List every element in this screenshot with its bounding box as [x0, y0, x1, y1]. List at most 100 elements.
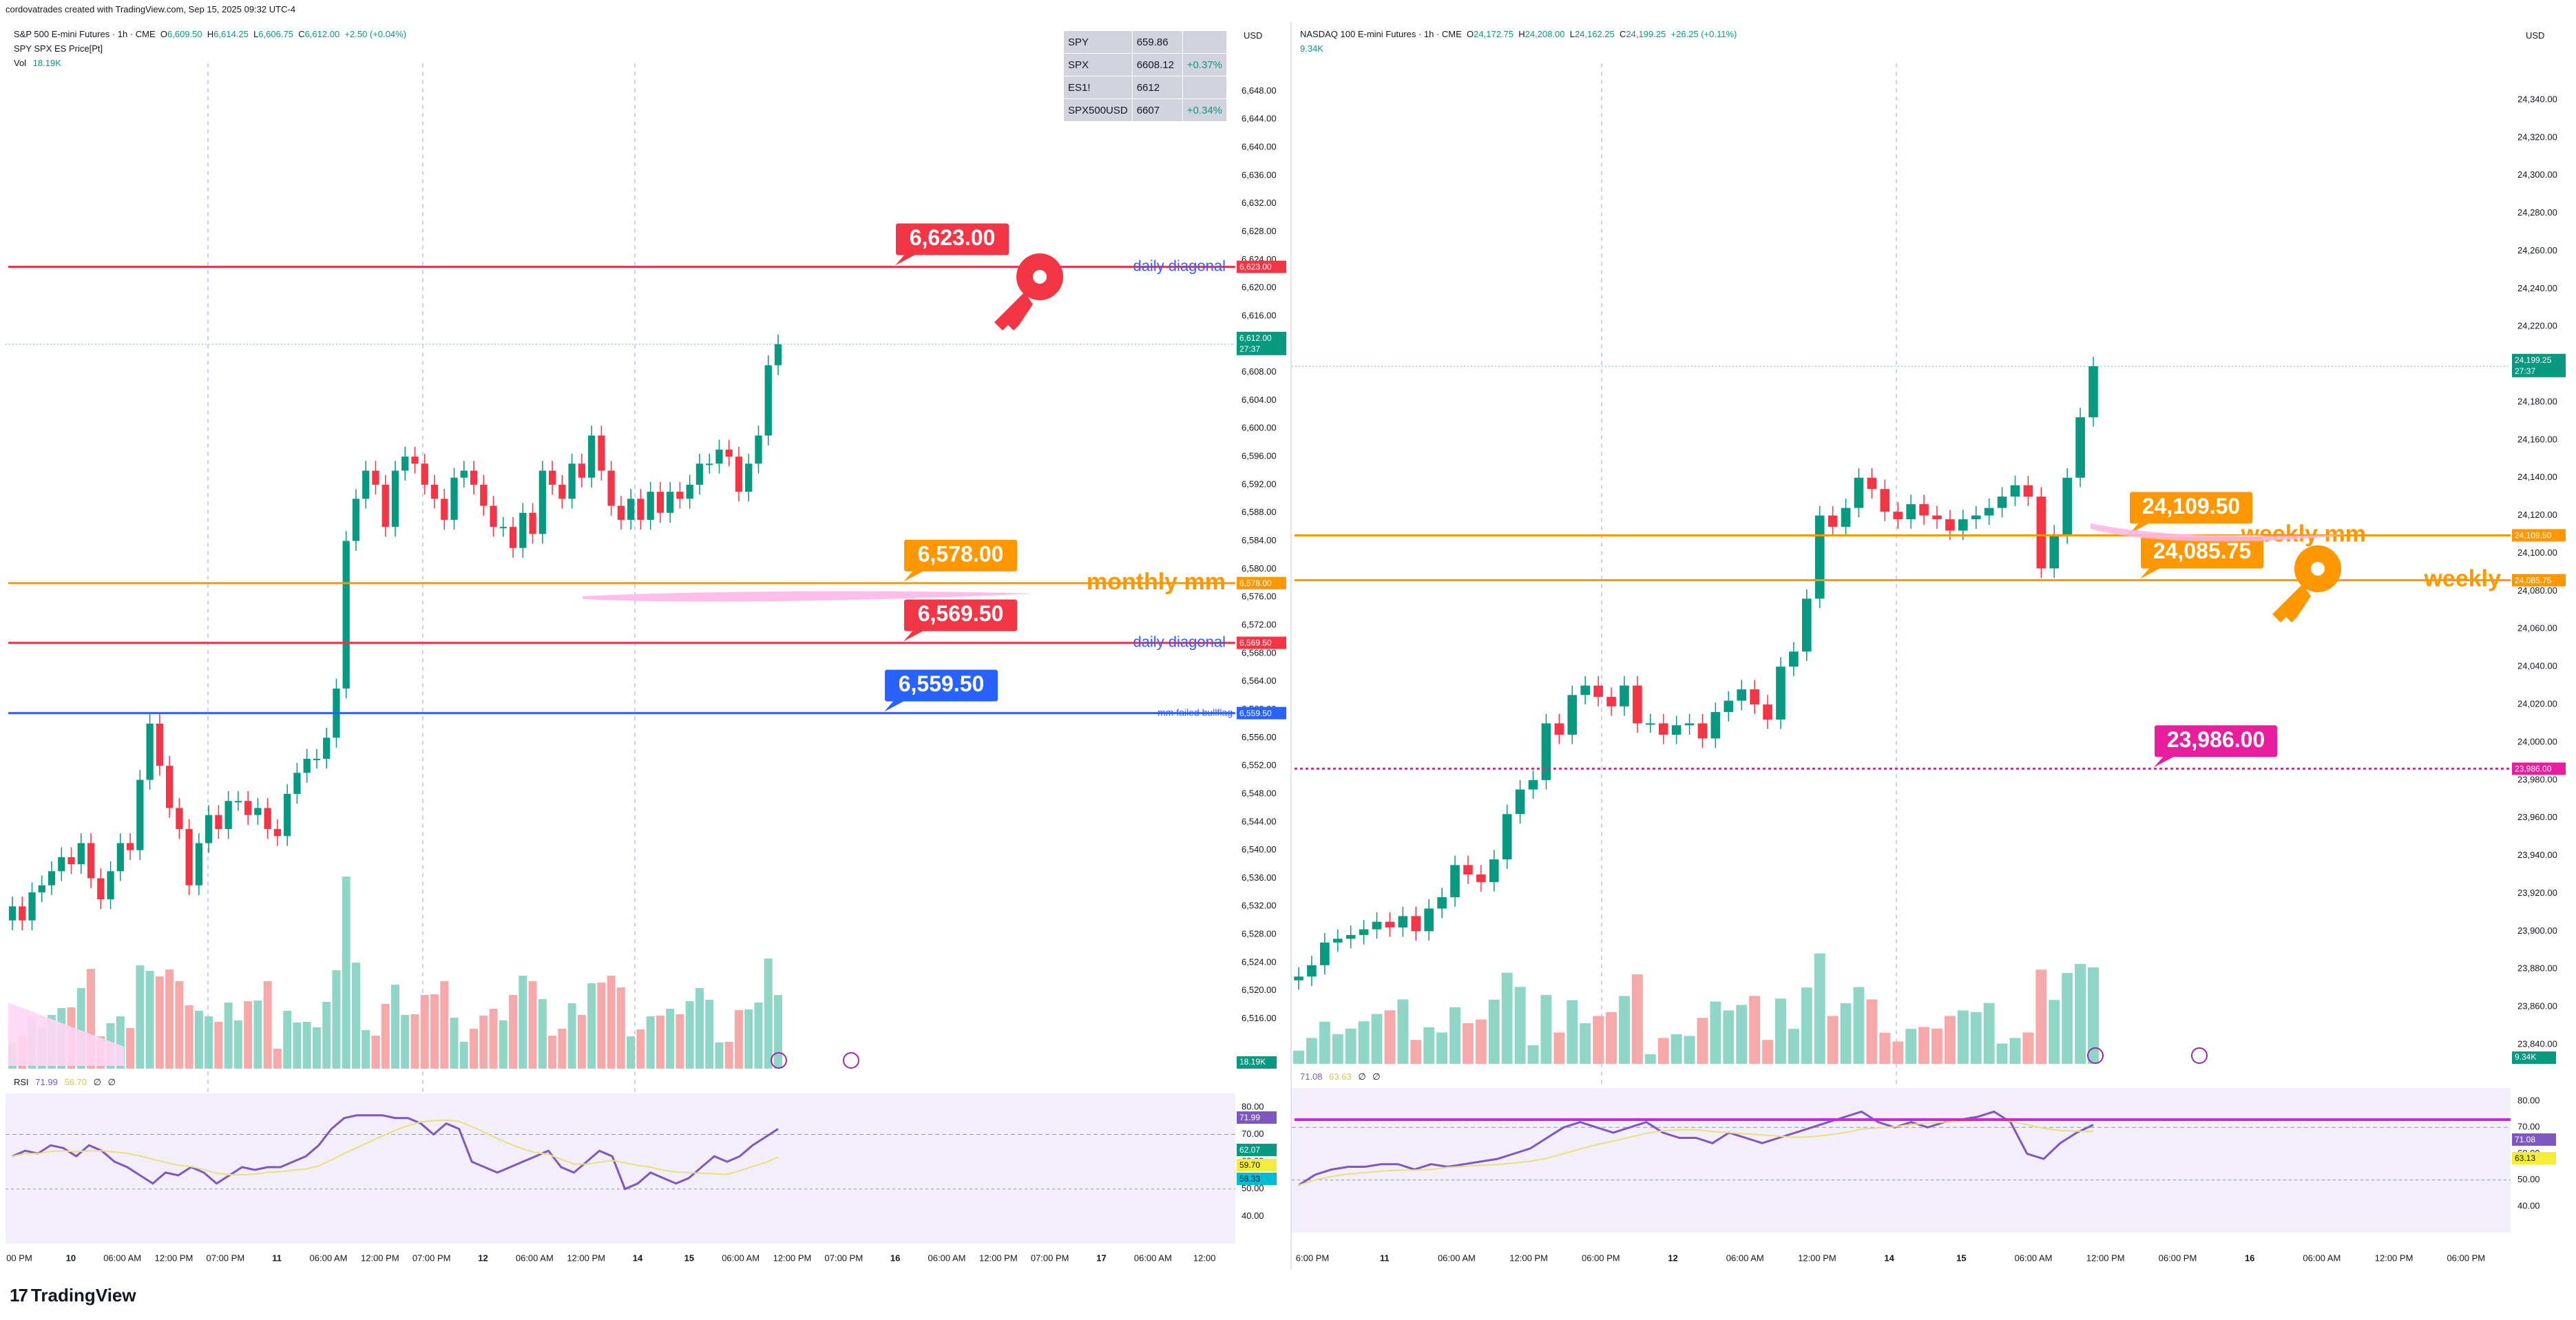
- price-axis-tick-label: 24,340.00: [2517, 94, 2557, 104]
- candle-body: [401, 457, 409, 471]
- left-c-label: C: [298, 29, 305, 39]
- time-axis-tick-label: 07:00 PM: [412, 1253, 451, 1263]
- price-axis-tick-label: 6,628.00: [1242, 226, 1277, 236]
- volume-bar: [283, 1011, 292, 1069]
- candle-body: [1385, 921, 1395, 928]
- volume-bar: [1384, 1010, 1396, 1064]
- candle-body: [647, 492, 654, 520]
- price-axis-tick-label: 6,636.00: [1242, 169, 1277, 180]
- price-axis-tick-label: 6,604.00: [1242, 395, 1277, 405]
- candle-body: [578, 463, 586, 478]
- candle-body: [1971, 515, 1981, 520]
- candle-body: [1345, 934, 1356, 939]
- candle-body: [1958, 519, 1968, 531]
- price-axis-tick-label: 6,548.00: [1242, 788, 1277, 798]
- candle-body: [1633, 685, 1642, 724]
- candle-body: [587, 435, 596, 478]
- candle-body: [234, 801, 242, 803]
- watchlist-row[interactable]: ES1! 6612: [1063, 76, 1228, 99]
- time-axis-tick-label: 06:00 PM: [1582, 1253, 1620, 1263]
- price-level-axis-tag-text: 6,623.00: [1239, 262, 1272, 272]
- left-indicator-line: SPY SPX ES Price[Pt]: [14, 43, 103, 54]
- rsi-axis-tick-label: 50.00: [2517, 1174, 2540, 1184]
- volume-bar: [715, 1043, 724, 1069]
- candle-body: [558, 484, 566, 499]
- candle-body: [745, 463, 753, 492]
- price-axis-tick-label: 23,940.00: [2517, 850, 2557, 860]
- volume-bar: [538, 999, 547, 1069]
- volume-bar: [695, 988, 704, 1069]
- volume-bar: [734, 1010, 743, 1069]
- candle-body: [323, 737, 331, 759]
- price-level-axis-tag: [1237, 636, 1286, 649]
- watchlist-symbol: SPX: [1063, 53, 1133, 76]
- time-axis-tick-label: 12: [478, 1253, 488, 1263]
- candle-body: [1450, 865, 1460, 897]
- right-c-label: C: [1620, 29, 1626, 39]
- candle-body: [764, 365, 772, 436]
- candle-body: [205, 815, 213, 844]
- right-change: +26.25 (+0.11%): [1671, 29, 1737, 39]
- event-marker-icon[interactable]: [2191, 1047, 2208, 1064]
- price-axis-tick-label: 23,880.00: [2517, 963, 2557, 974]
- candle-body: [1645, 723, 1655, 725]
- candle-body: [1593, 685, 1603, 698]
- rsi-axis-tag: [1237, 1144, 1277, 1156]
- volume-bar: [1840, 1003, 1852, 1064]
- candle-body: [480, 484, 488, 506]
- price-level-axis-tag-text: 23,986.00: [2515, 764, 2552, 774]
- volume-bar: [420, 995, 429, 1069]
- charts-canvas[interactable]: 6,648.00 6,644.00 6,640.00 6,636.00 6,632.00…: [0, 0, 2576, 1281]
- event-marker-icon[interactable]: [771, 1052, 787, 1069]
- time-axis-tick-label: 12: [1668, 1253, 1677, 1263]
- candle-body: [667, 492, 674, 513]
- candle-body: [1789, 651, 1799, 667]
- volume-bar: [233, 1020, 242, 1069]
- panel-divider[interactable]: [1290, 22, 1292, 1270]
- right-symbol-legend: NASDAQ 100 E-mini Futures · 1h · CME O24…: [1300, 29, 1737, 39]
- left-open: 6,609.50: [167, 29, 202, 39]
- volume-bar: [185, 1005, 193, 1069]
- price-callout-label: 6,559.50: [899, 671, 985, 696]
- candle-body: [1737, 689, 1747, 701]
- candle-body: [77, 843, 85, 865]
- volume-bar: [1631, 974, 1643, 1064]
- price-axis-tick-label: 24,020.00: [2517, 699, 2557, 709]
- candle-body: [1997, 496, 2007, 508]
- candle-body: [224, 801, 232, 830]
- volume-bar: [1671, 1034, 1682, 1064]
- volume-bar: [764, 958, 773, 1069]
- left-rsi-ma-value: 56.70: [64, 1077, 87, 1087]
- rsi-ma-line: [12, 1119, 779, 1175]
- candle-body: [686, 484, 693, 499]
- left-low: 6,606.75: [258, 29, 293, 39]
- event-marker-icon[interactable]: [843, 1052, 859, 1069]
- price-axis-tick-label: 6,556.00: [1242, 732, 1277, 742]
- volume-bar: [548, 1036, 557, 1069]
- time-axis-tick-label: 12:00: [1193, 1253, 1216, 1263]
- event-marker-icon[interactable]: [2087, 1047, 2104, 1064]
- candle-body: [1697, 723, 1708, 739]
- price-callout-box: [903, 538, 1018, 573]
- volume-bar: [1345, 1028, 1357, 1064]
- left-o-label: O: [160, 29, 168, 39]
- time-axis-tick-label: 11: [272, 1253, 282, 1263]
- candle-body: [342, 541, 350, 689]
- price-axis-tick-label: 6,584.00: [1242, 535, 1277, 545]
- volume-bar: [302, 1022, 311, 1069]
- candle-body: [1906, 504, 1916, 520]
- volume-bar: [322, 1002, 331, 1069]
- watchlist-row[interactable]: SPY 659.86: [1063, 30, 1228, 54]
- tradingview-brand[interactable]: 17 TradingView: [10, 1285, 136, 1306]
- price-axis-tick-label: 23,960.00: [2517, 812, 2557, 822]
- candle-body: [352, 499, 360, 541]
- time-axis-tick-label: 06:00 PM: [2159, 1253, 2197, 1263]
- volume-bar: [253, 1001, 262, 1069]
- candle-body: [1867, 477, 1877, 490]
- candle-body: [87, 843, 95, 879]
- volume-bar: [1879, 1032, 1891, 1064]
- rsi-background-band: [6, 1093, 1235, 1244]
- volume-bar: [342, 877, 350, 1069]
- watchlist-row[interactable]: SPX500USD 6607 +0.34%: [1063, 98, 1228, 122]
- price-axis-tick-label: 6,528.00: [1242, 929, 1277, 939]
